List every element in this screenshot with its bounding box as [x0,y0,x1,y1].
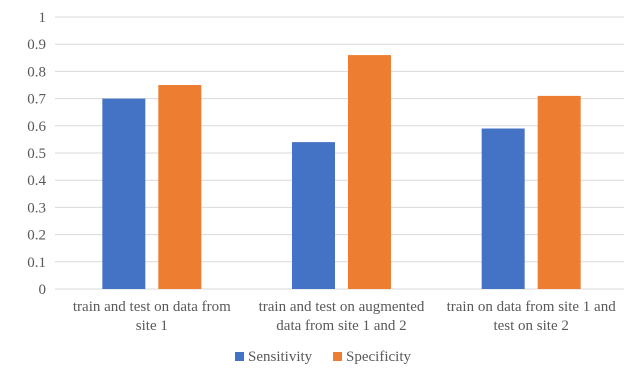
y-tick-label: 1 [39,10,47,26]
y-tick-label: 0 [39,282,47,298]
x-category-label: train and test on data from site 1 [73,299,231,334]
x-category-label: train on data from site 1 and test on sit… [447,299,617,334]
y-tick-label: 0.6 [27,119,46,135]
y-tick-label: 0.2 [27,228,46,244]
legend-label-specificity: Specificity [346,349,411,365]
y-tick-label: 0.8 [27,64,46,80]
y-tick-label: 0.3 [27,200,46,216]
y-tick-label: 0.4 [27,173,46,189]
bar-sensitivity-2 [292,142,335,289]
bar-specificity-3 [537,95,581,289]
bar-sensitivity-1 [102,98,146,289]
legend-swatch-sensitivity [235,352,244,361]
bar-specificity-1 [158,85,202,289]
bar-sensitivity-3 [481,128,525,289]
y-tick-label: 0.7 [27,92,46,108]
legend: Sensitivity Specificity [235,349,411,365]
legend-swatch-specificity [333,352,342,361]
legend-label-sensitivity: Sensitivity [248,349,313,365]
y-tick-label: 0.9 [27,37,46,53]
y-tick-label: 0.1 [27,255,46,271]
bars [102,55,581,289]
x-category-label: train and test on augmented data from sit… [259,299,425,334]
bar-specificity-2 [348,55,391,289]
x-axis: train and test on data from site 1 train a… [73,299,616,334]
y-axis: 0 0.1 0.2 0.3 0.4 0.5 0.6 0.7 0.8 0.9 1 [27,10,46,298]
y-tick-label: 0.5 [27,146,46,162]
gridlines [55,16,624,290]
